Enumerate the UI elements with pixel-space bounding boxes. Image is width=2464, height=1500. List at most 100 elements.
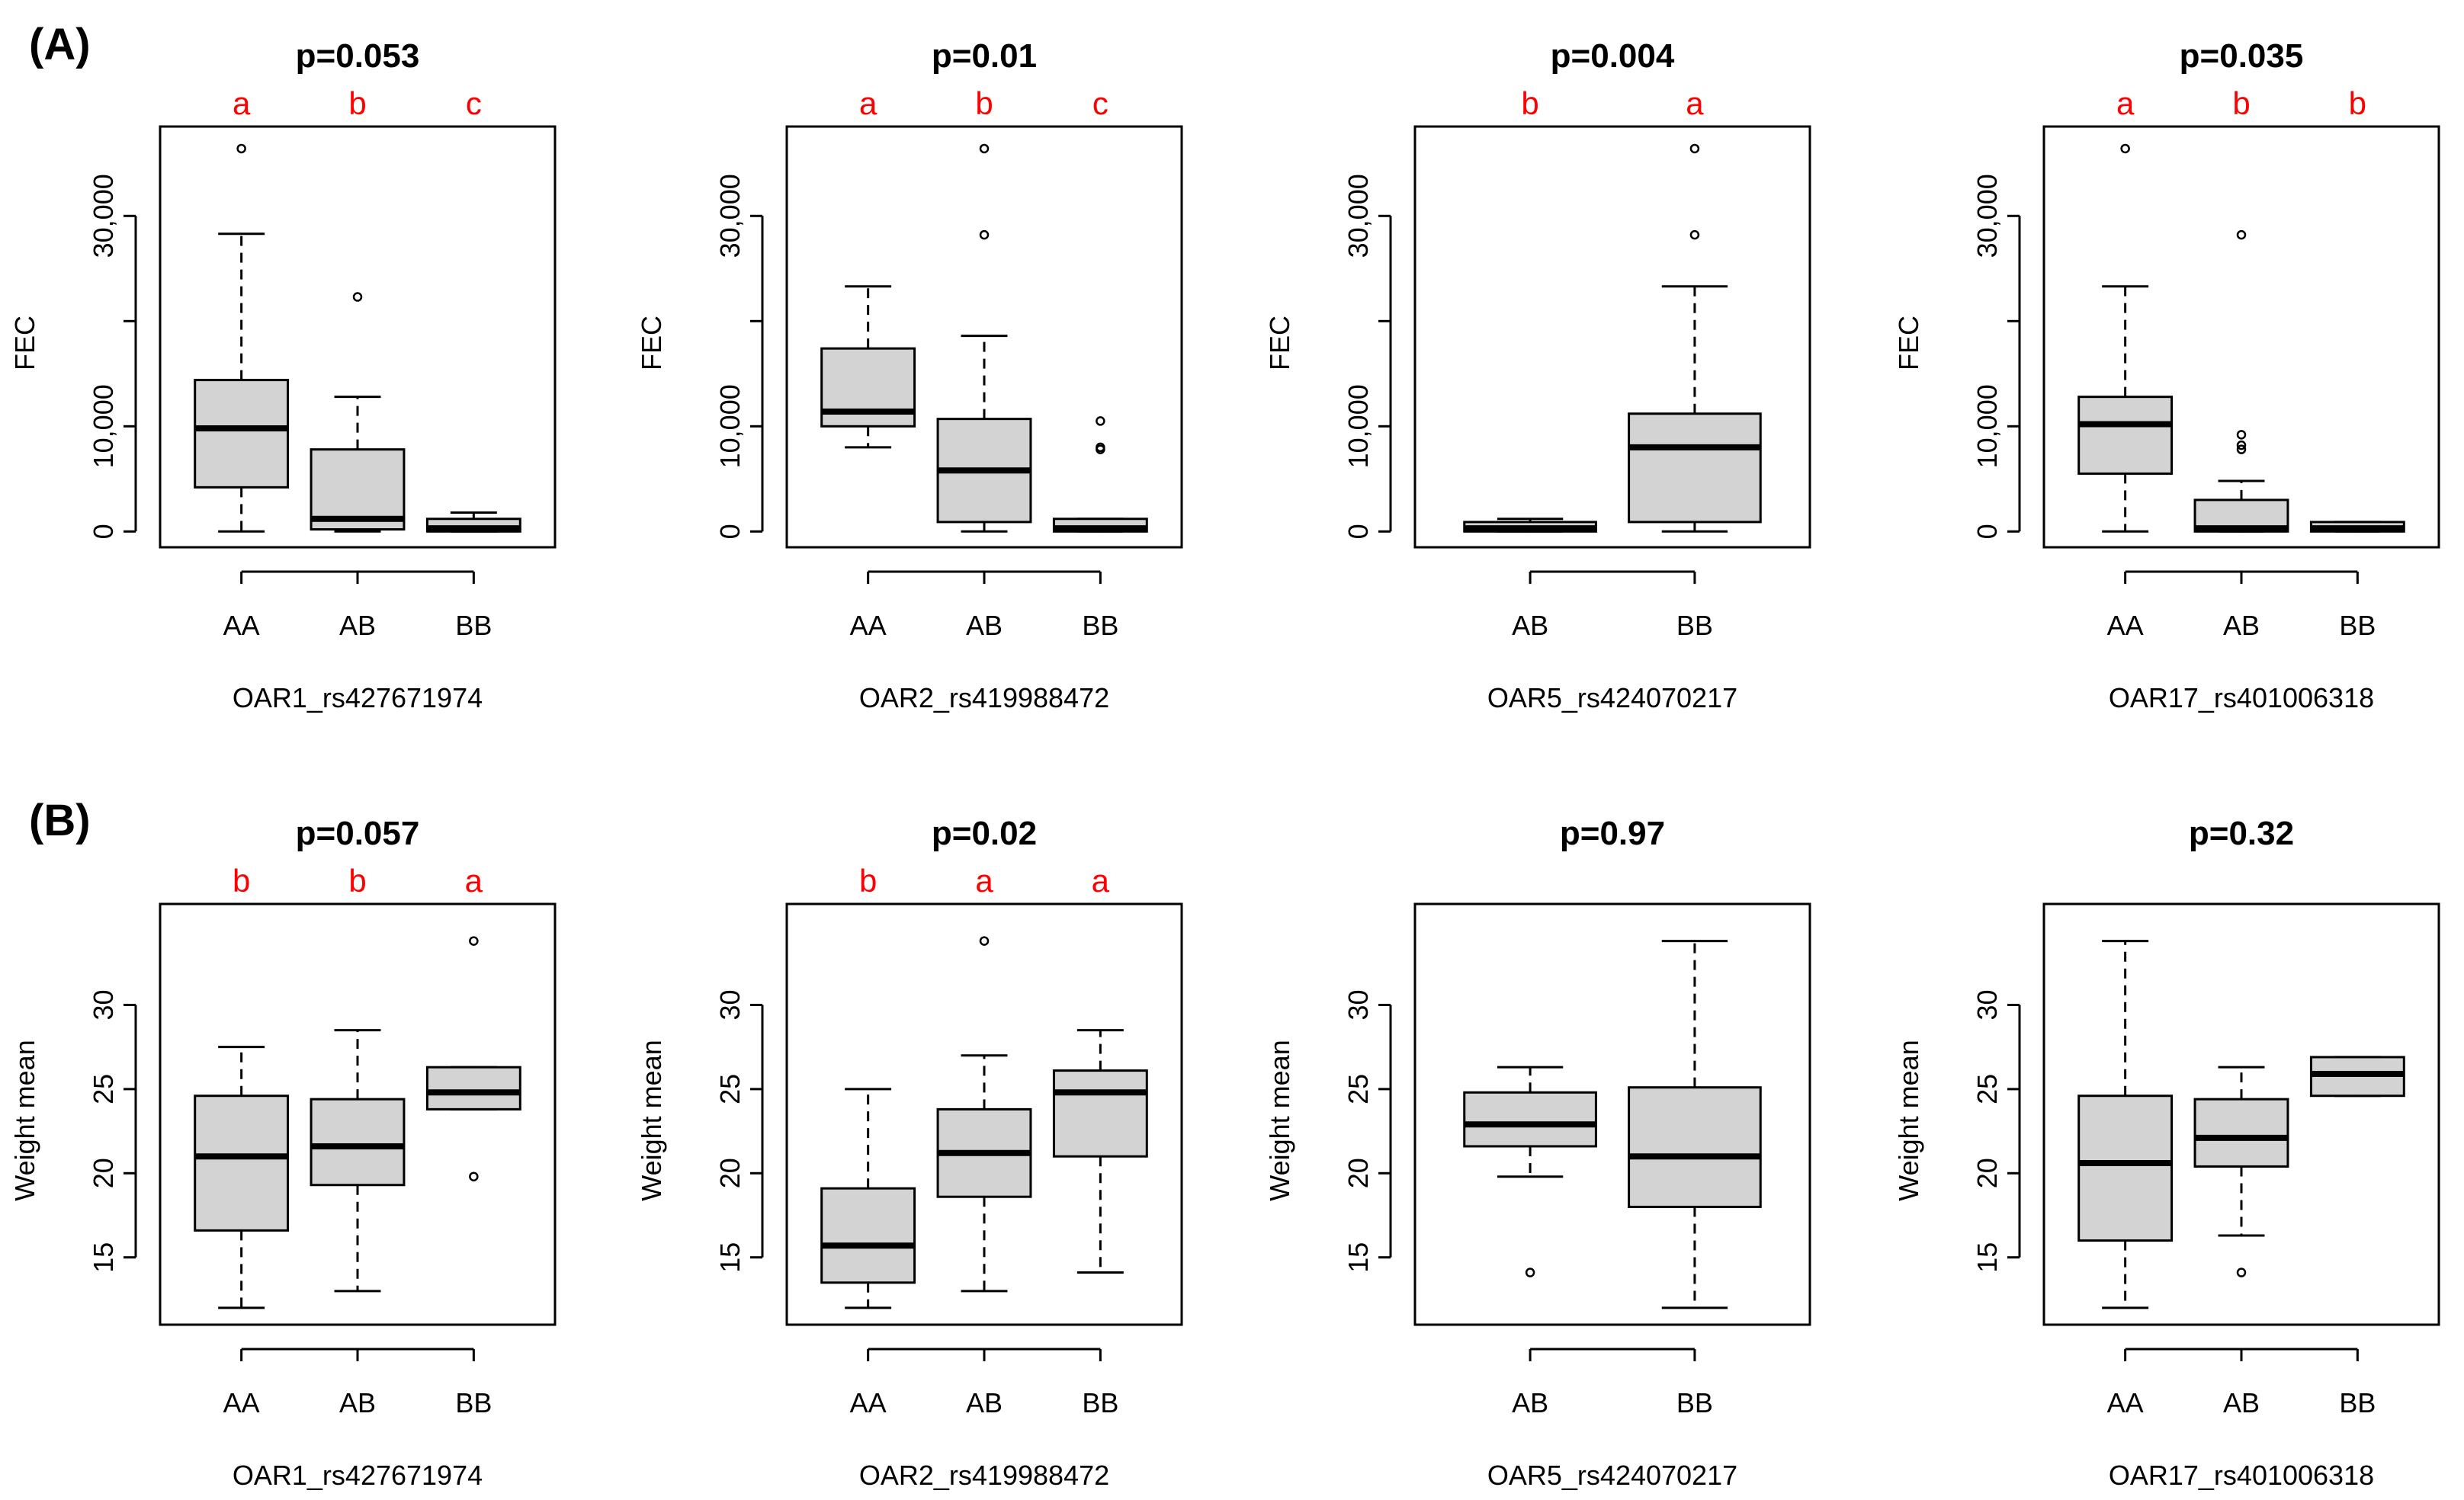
y-tick-label: 0 bbox=[1343, 524, 1374, 539]
panel-label-a: (A) bbox=[29, 20, 91, 69]
outlier-point bbox=[469, 936, 479, 946]
x-tick-label: AA bbox=[2107, 610, 2144, 641]
chart-4: p=0.057 b b a 15 20 25 30 Weight mean AA AB BB OAR1_… bbox=[9, 815, 557, 1491]
y-tick-label: 30,000 bbox=[1972, 174, 2003, 258]
outlier-point bbox=[1096, 416, 1105, 426]
box-AA bbox=[194, 1046, 290, 1309]
iqr-box bbox=[1628, 1086, 1762, 1208]
significance-letter: c bbox=[466, 85, 482, 121]
outlier-point bbox=[1689, 229, 1700, 240]
iqr-box bbox=[194, 1095, 290, 1232]
outlier-point bbox=[979, 229, 990, 240]
x-tick-label: AB bbox=[2223, 610, 2260, 641]
y-tick-label: 10,000 bbox=[1972, 384, 2003, 468]
chart-1: p=0.01 a b c 0 10,000 30,000 FEC AA AB BB OAR2_rs41… bbox=[636, 37, 1183, 713]
x-tick-label: AB bbox=[1512, 1387, 1548, 1418]
significance-letter: b bbox=[859, 863, 877, 899]
outlier-point bbox=[979, 936, 990, 946]
outlier-point bbox=[2236, 430, 2247, 440]
y-tick-label: 0 bbox=[88, 524, 119, 539]
y-tick-label: 30,000 bbox=[1343, 174, 1374, 258]
plot-frame bbox=[785, 125, 1183, 549]
significance-letter: c bbox=[1092, 85, 1108, 121]
chart-title: p=0.004 bbox=[1551, 37, 1675, 75]
box-AB bbox=[310, 292, 406, 533]
x-tick-label: AB bbox=[966, 610, 1003, 641]
x-tick-label: AB bbox=[2223, 1387, 2260, 1418]
iqr-box bbox=[1628, 412, 1762, 524]
x-tick-label: AA bbox=[223, 1387, 260, 1418]
box-AA bbox=[194, 143, 290, 533]
y-tick-label: 10,000 bbox=[88, 384, 119, 468]
outlier-point bbox=[2236, 444, 2247, 454]
y-tick-label: 15 bbox=[88, 1242, 119, 1273]
significance-letter: a bbox=[233, 85, 251, 121]
y-tick-label: 20 bbox=[714, 1158, 746, 1188]
outlier-point bbox=[1689, 143, 1700, 154]
y-tick-label: 10,000 bbox=[1343, 384, 1374, 468]
significance-letter: b bbox=[233, 863, 250, 899]
significance-letter: b bbox=[1521, 85, 1538, 121]
outlier-point bbox=[2120, 143, 2130, 154]
x-tick-label: BB bbox=[1082, 1387, 1118, 1418]
x-axis-label: OAR17_rs401006318 bbox=[2109, 682, 2374, 713]
y-tick-label: 30 bbox=[1343, 989, 1374, 1020]
box-BB bbox=[1052, 1029, 1148, 1274]
y-tick-label: 25 bbox=[1343, 1074, 1374, 1104]
y-axis-label: Weight mean bbox=[636, 1040, 667, 1200]
iqr-box bbox=[1463, 1091, 1597, 1148]
panel-label-b: (B) bbox=[29, 796, 91, 845]
significance-letter: b bbox=[348, 863, 366, 899]
outlier-point bbox=[1525, 1268, 1535, 1277]
box-AB bbox=[2193, 1066, 2289, 1277]
y-tick-label: 25 bbox=[1972, 1074, 2003, 1104]
significance-letter: b bbox=[2232, 85, 2250, 121]
y-tick-label: 0 bbox=[714, 524, 746, 539]
y-tick-label: 15 bbox=[714, 1242, 746, 1273]
significance-letter: b bbox=[2349, 85, 2366, 121]
significance-letter: b bbox=[975, 85, 993, 121]
y-axis-label: FEC bbox=[636, 316, 667, 370]
box-BB bbox=[425, 511, 521, 533]
x-tick-label: BB bbox=[1676, 610, 1713, 641]
iqr-box bbox=[2077, 1095, 2174, 1242]
x-axis-label: OAR5_rs424070217 bbox=[1487, 1460, 1737, 1491]
x-tick-label: BB bbox=[2339, 610, 2376, 641]
x-axis-label: OAR1_rs427671974 bbox=[233, 1460, 483, 1491]
x-axis-label: OAR2_rs419988472 bbox=[859, 1460, 1109, 1491]
box-AB bbox=[2193, 229, 2289, 533]
iqr-box bbox=[194, 379, 290, 489]
outlier-point bbox=[979, 143, 990, 154]
x-tick-label: AA bbox=[2107, 1387, 2144, 1418]
x-axis-label: OAR5_rs424070217 bbox=[1487, 682, 1737, 713]
y-axis-label: Weight mean bbox=[9, 1040, 40, 1200]
iqr-box bbox=[2193, 1098, 2289, 1168]
y-tick-label: 25 bbox=[88, 1074, 119, 1104]
y-tick-label: 30 bbox=[88, 989, 119, 1020]
x-tick-label: AB bbox=[966, 1387, 1003, 1418]
x-tick-label: AA bbox=[850, 1387, 887, 1418]
outlier-point bbox=[2236, 1268, 2247, 1277]
chart-0: p=0.053 a b c 0 10,000 30,000 FEC AA AB BB OAR1_rs4… bbox=[9, 37, 557, 713]
iqr-box bbox=[2077, 396, 2174, 475]
box-AB bbox=[936, 143, 1032, 533]
iqr-box bbox=[820, 347, 916, 428]
x-tick-label: BB bbox=[455, 610, 492, 641]
x-tick-label: BB bbox=[1082, 610, 1118, 641]
y-axis-label: FEC bbox=[1264, 316, 1295, 370]
y-tick-label: 30 bbox=[714, 989, 746, 1020]
x-axis-label: OAR17_rs401006318 bbox=[2109, 1460, 2374, 1491]
y-tick-label: 20 bbox=[1972, 1158, 2003, 1188]
y-tick-label: 15 bbox=[1972, 1242, 2003, 1273]
y-tick-label: 0 bbox=[1972, 524, 2003, 539]
box-BB bbox=[2309, 521, 2405, 533]
box-BB bbox=[425, 936, 521, 1181]
chart-title: p=0.02 bbox=[932, 815, 1037, 852]
y-axis-label: FEC bbox=[1893, 316, 1924, 370]
y-tick-label: 15 bbox=[1343, 1242, 1374, 1273]
box-AA bbox=[820, 1088, 916, 1309]
box-BB bbox=[1628, 940, 1762, 1309]
chart-2: p=0.004 b a 0 10,000 30,000 FEC AB BB OAR5_rs4240… bbox=[1264, 37, 1811, 713]
outlier-point bbox=[1096, 442, 1105, 453]
